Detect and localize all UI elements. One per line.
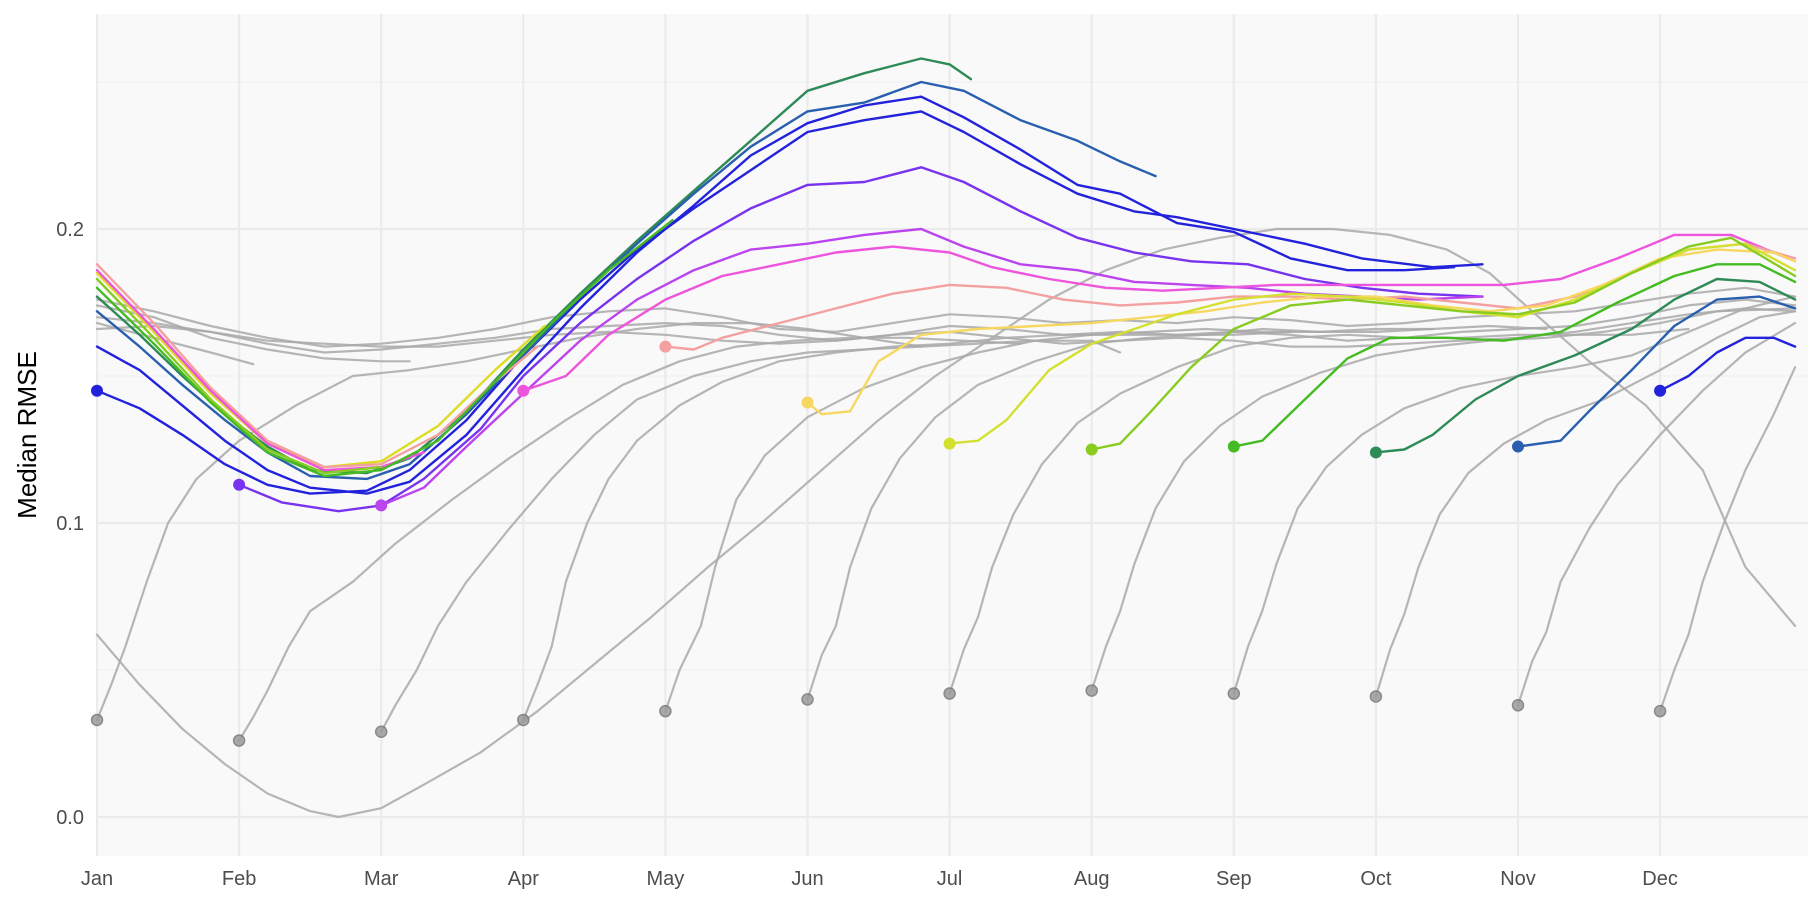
series-line [1374,277,1797,454]
series-start-marker [1085,443,1098,456]
series-start-marker [801,396,814,409]
x-tick-label: Jun [791,868,823,890]
series-line [1232,263,1797,448]
reference-line [948,327,1690,695]
series-line [95,219,674,478]
series-line [1090,236,1797,451]
reference-line [806,324,1548,701]
series-start-marker [91,384,103,397]
y-tick-label: 0.0 [56,807,84,829]
x-tick-label: Aug [1074,868,1110,890]
series-line [237,166,1484,513]
reference-start-marker [232,734,246,747]
start-markers [90,340,1667,747]
reference-start-marker [517,713,530,727]
reference-start-marker [90,713,104,727]
plot-background [96,14,1808,856]
reference-start-marker [659,704,672,718]
series-start-marker [1654,384,1667,397]
reference-start-marker [943,687,956,700]
x-tick-label: Dec [1642,868,1678,890]
y-tick-label: 0.1 [56,513,84,535]
series-start-marker [233,478,246,491]
x-tick-label: Sep [1216,868,1252,890]
series-line [522,233,1790,392]
series-line [95,95,1456,495]
series-line [806,248,1797,416]
reference-line [380,339,1122,733]
x-tick-label: Jan [81,868,113,890]
series-start-marker [375,499,388,512]
x-tick-label: Jul [937,868,963,890]
x-tick-label: Oct [1360,868,1392,890]
reference-line [1659,366,1797,713]
series-start-marker [1369,446,1382,459]
series-line [1658,336,1797,392]
series-start-marker [517,384,530,397]
x-tick-label: Mar [364,868,399,890]
x-tick-label: Feb [222,868,256,890]
series-line [95,263,539,469]
reference-line [1232,295,1797,695]
reference-start-marker [374,725,388,738]
reference-start-marker [1369,690,1383,703]
reference-line [1374,310,1797,698]
reference-start-marker [801,693,814,706]
reference-start-marker [1227,687,1241,700]
x-axis-ticks: Jan Feb Mar Apr May Jun Jul Aug Sep Oct Nov Dec [81,868,1678,890]
x-tick-label: May [647,868,685,890]
reference-start-marker [1085,684,1098,697]
reference-line [1516,322,1797,707]
reference-start-marker [1653,704,1667,718]
reference-line [95,298,1797,354]
reference-line [95,227,1797,819]
y-axis-title: Median RMSE [12,351,42,519]
reference-line [1090,307,1797,692]
y-axis-ticks: 0.0 0.1 0.2 [56,219,84,829]
series-lines [95,57,1797,513]
series-line [95,277,383,475]
series-line [95,110,1484,495]
series-line [380,227,1484,507]
series-start-marker [1227,440,1240,453]
series-start-marker [659,340,672,353]
reference-line [664,327,1434,713]
series-start-marker [943,437,956,450]
series-line [1516,295,1797,448]
series-start-marker [1512,440,1524,453]
y-tick-label: 0.2 [56,219,84,241]
reference-line [95,304,411,363]
x-tick-label: Apr [508,868,539,890]
reference-line [95,322,255,366]
reference-start-marker [1511,699,1525,712]
x-tick-label: Nov [1500,868,1536,890]
